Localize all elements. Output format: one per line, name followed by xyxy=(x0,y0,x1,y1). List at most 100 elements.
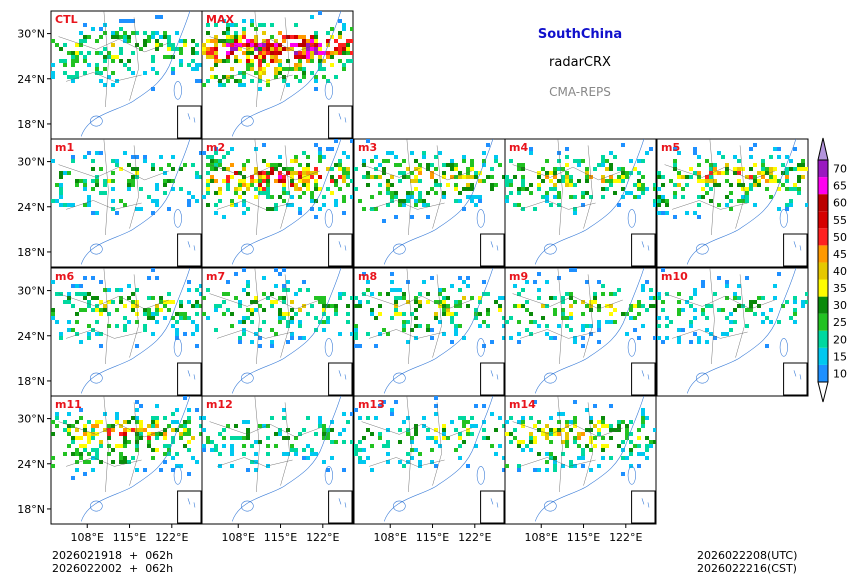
colorbar-frame xyxy=(817,159,829,383)
lat-tick-label: 24°N xyxy=(17,73,45,86)
panel-label: m14 xyxy=(509,398,536,411)
province-border xyxy=(280,17,290,101)
panel-m12: m12 xyxy=(201,395,354,525)
latitude-axis: 30°N 24°N 18°N 30°N 24°N 18°N 30°N 24°N 18°N 30°N… xyxy=(17,28,51,516)
hainan-island xyxy=(240,115,254,127)
inset-islands xyxy=(187,241,196,251)
reflectivity-field xyxy=(354,139,505,223)
coastline xyxy=(80,396,191,522)
province-border xyxy=(58,164,169,181)
panel-m13: m13 xyxy=(353,395,506,525)
taiwan-island xyxy=(627,338,636,357)
province-border xyxy=(103,268,109,365)
reflectivity-field xyxy=(657,143,808,219)
reflectivity-field xyxy=(505,400,656,476)
panel-m8: m8 xyxy=(353,267,506,397)
hainan-island xyxy=(543,243,557,255)
coastline xyxy=(534,396,645,522)
panel-m11: m11 xyxy=(50,395,203,525)
reflectivity-field xyxy=(657,268,808,348)
province-border xyxy=(66,329,142,339)
coastline xyxy=(534,139,645,265)
colorbar-label: 65 xyxy=(833,180,847,193)
lon-tick-label: 115°E xyxy=(416,531,449,544)
inset-islands xyxy=(793,241,802,251)
hainan-island xyxy=(89,115,103,127)
province-border xyxy=(406,139,412,236)
lat-tick-label: 18°N xyxy=(17,246,45,259)
province-border xyxy=(129,274,139,358)
hainan-island xyxy=(240,500,254,512)
coastline xyxy=(231,268,342,394)
colorbar-label: 15 xyxy=(833,350,847,363)
inset-map xyxy=(783,362,808,396)
hainan-island xyxy=(240,243,254,255)
province-border xyxy=(66,200,142,210)
province-border xyxy=(432,402,442,486)
coastline xyxy=(383,396,494,522)
panel-m10: m10 xyxy=(656,267,809,397)
panel-label: m10 xyxy=(661,270,688,283)
province-border xyxy=(369,329,445,339)
province-border xyxy=(583,145,593,229)
province-border xyxy=(361,293,472,310)
province-border xyxy=(735,274,745,358)
panel-m14: m14 xyxy=(504,395,657,525)
panel-m1: m1 xyxy=(50,138,203,268)
inset-islands xyxy=(338,498,347,508)
panel-label: m12 xyxy=(206,398,233,411)
inset-islands xyxy=(338,241,347,251)
province-border xyxy=(217,72,293,82)
province-border xyxy=(512,421,623,438)
province-border xyxy=(361,164,472,181)
hainan-island xyxy=(543,372,557,384)
reflectivity-field xyxy=(354,272,505,348)
taiwan-island xyxy=(173,209,182,228)
colorbar-segment xyxy=(818,296,828,314)
lat-tick-label: 24°N xyxy=(17,201,45,214)
panel-label: m8 xyxy=(358,270,377,283)
lon-tick-label: 108°E xyxy=(222,531,255,544)
lat-tick-label: 30°N xyxy=(17,285,45,298)
colorbar-label: 10 xyxy=(833,367,847,380)
hainan-island xyxy=(89,243,103,255)
province-border xyxy=(129,402,139,486)
colorbar-segment xyxy=(818,160,828,178)
taiwan-island xyxy=(173,81,182,100)
province-border xyxy=(217,457,293,467)
province-border xyxy=(254,268,260,365)
province-border xyxy=(280,145,290,229)
lon-tick-label: 122°E xyxy=(609,531,642,544)
inset-islands xyxy=(490,498,499,508)
inset-islands xyxy=(187,370,196,380)
province-border xyxy=(520,457,596,467)
inset-map xyxy=(177,490,202,524)
province-border xyxy=(129,17,139,101)
colorbar-segment xyxy=(818,330,828,348)
hainan-island xyxy=(392,500,406,512)
reflectivity-field xyxy=(354,396,505,472)
province-border xyxy=(512,164,623,181)
inset-map xyxy=(631,233,656,267)
colorbar-extend-top xyxy=(817,137,829,161)
colorbar-segment xyxy=(818,347,828,365)
inset-islands xyxy=(641,370,650,380)
inset-islands xyxy=(490,241,499,251)
colorbar-extend-bottom xyxy=(817,381,829,403)
province-border xyxy=(709,139,715,236)
panel-m3: m3 xyxy=(353,138,506,268)
inset-map xyxy=(328,233,353,267)
taiwan-island xyxy=(779,209,788,228)
province-border xyxy=(66,457,142,467)
province-border xyxy=(103,396,109,493)
province-border xyxy=(557,396,563,493)
longitude-axis: 108°E 115°E 122°E 108°E 115°E 122°E 108°E 115°E… xyxy=(71,524,643,544)
taiwan-island xyxy=(476,209,485,228)
panel-label: m2 xyxy=(206,141,225,154)
taiwan-island xyxy=(476,338,485,357)
model-title: CMA-REPS xyxy=(549,85,611,99)
init-time-utc: 2026021918 + 062h xyxy=(52,549,174,562)
inset-islands xyxy=(793,370,802,380)
inset-map xyxy=(480,362,505,396)
inset-map xyxy=(177,105,202,139)
